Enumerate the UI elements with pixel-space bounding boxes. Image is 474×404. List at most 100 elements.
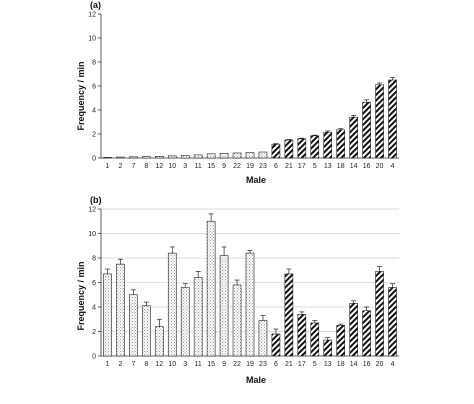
x-tick-label: 23 <box>259 361 267 368</box>
bar-18 <box>336 129 346 159</box>
bar-15 <box>206 153 216 159</box>
y-tick-label: 12 <box>88 207 96 214</box>
bar-10 <box>167 252 177 357</box>
x-tick-label: 10 <box>168 163 176 170</box>
bar-14 <box>349 116 358 159</box>
bar-10 <box>167 155 177 159</box>
y-tick-label: 12 <box>88 12 96 19</box>
bar-18 <box>336 325 346 357</box>
bar-11 <box>193 277 203 357</box>
bar-6 <box>271 333 281 357</box>
bar-23 <box>258 151 268 159</box>
x-tick-label: 16 <box>363 163 371 170</box>
x-tick-label: 7 <box>131 361 135 368</box>
bar-14 <box>349 303 358 357</box>
bar-5 <box>310 322 320 357</box>
y-tick-label: 10 <box>88 36 96 43</box>
x-tick-label: 14 <box>350 361 358 368</box>
bar-8 <box>142 156 151 159</box>
bar-17 <box>297 314 307 357</box>
bar-2 <box>116 263 125 357</box>
x-tick-label: 18 <box>337 163 345 170</box>
x-tick-label: 15 <box>207 361 215 368</box>
bar-9 <box>219 153 229 159</box>
y-tick-label: 8 <box>92 60 96 67</box>
x-tick-label: 1 <box>106 361 110 368</box>
bar-20 <box>375 271 384 357</box>
x-tick-label: 4 <box>391 361 395 368</box>
y-tick-label: 4 <box>92 305 96 312</box>
x-tick-label: 19 <box>246 361 254 368</box>
x-tick-label: 1 <box>106 163 110 170</box>
panel-label-a: (a) <box>90 0 101 10</box>
bar-9 <box>219 255 229 357</box>
bar-4 <box>388 79 397 159</box>
x-tick-label: 17 <box>298 361 306 368</box>
bar-4 <box>388 287 397 357</box>
bar-13 <box>323 131 333 159</box>
x-tick-label: 3 <box>183 361 187 368</box>
bar-1 <box>103 273 112 357</box>
x-tick-label: 20 <box>376 163 384 170</box>
x-tick-label: 14 <box>350 163 358 170</box>
x-tick-label: 6 <box>274 163 278 170</box>
x-tick-label: 17 <box>298 163 306 170</box>
y-tick-label: 4 <box>92 108 96 115</box>
bar-5 <box>310 135 320 159</box>
bar-15 <box>206 220 216 357</box>
x-tick-label: 10 <box>168 361 176 368</box>
x-axis-label-a: Male <box>246 175 266 185</box>
bar-12 <box>154 326 164 357</box>
x-tick-label: 22 <box>233 163 241 170</box>
bar-16 <box>362 310 371 357</box>
panel-label-b: (b) <box>90 195 102 205</box>
bar-16 <box>362 101 371 159</box>
x-tick-label: 4 <box>391 163 395 170</box>
x-tick-label: 5 <box>313 163 317 170</box>
x-tick-label: 8 <box>144 361 148 368</box>
y-tick-label: 6 <box>92 84 96 91</box>
bar-22 <box>232 284 242 357</box>
x-tick-label: 11 <box>195 163 202 170</box>
bar-21 <box>284 139 294 159</box>
y-tick-label: 0 <box>92 354 96 361</box>
bar-8 <box>142 305 151 357</box>
bar-21 <box>284 273 294 357</box>
x-tick-label: 16 <box>363 361 371 368</box>
bar-23 <box>258 320 268 357</box>
x-tick-label: 11 <box>195 361 202 368</box>
x-tick-label: 9 <box>222 361 226 368</box>
bar-13 <box>323 339 333 357</box>
x-tick-label: 2 <box>118 163 122 170</box>
x-tick-label: 12 <box>155 163 163 170</box>
y-tick-label: 0 <box>92 156 96 163</box>
x-tick-label: 21 <box>285 361 293 368</box>
bar-20 <box>375 84 384 159</box>
x-tick-label: 23 <box>259 163 267 170</box>
x-tick-label: 12 <box>155 361 163 368</box>
bar-19 <box>245 252 255 357</box>
x-tick-label: 5 <box>313 361 317 368</box>
y-tick-label: 2 <box>92 329 96 336</box>
bar-19 <box>245 152 255 159</box>
x-axis-label-b: Male <box>246 375 266 385</box>
bar-7 <box>129 156 138 159</box>
bar-12 <box>154 156 164 159</box>
x-tick-label: 21 <box>285 163 293 170</box>
bar-2 <box>116 156 125 159</box>
x-tick-label: 19 <box>246 163 254 170</box>
x-tick-label: 8 <box>144 163 148 170</box>
bar-6 <box>271 143 281 159</box>
bar-22 <box>232 152 242 159</box>
x-tick-label: 18 <box>337 361 345 368</box>
x-tick-label: 6 <box>274 361 278 368</box>
x-tick-label: 20 <box>376 361 384 368</box>
x-tick-label: 15 <box>207 163 215 170</box>
y-axis-label-b: Frequency / min <box>76 261 86 330</box>
x-tick-label: 7 <box>131 163 135 170</box>
y-tick-label: 10 <box>88 231 96 238</box>
y-tick-label: 2 <box>92 132 96 139</box>
bar-7 <box>129 294 138 357</box>
